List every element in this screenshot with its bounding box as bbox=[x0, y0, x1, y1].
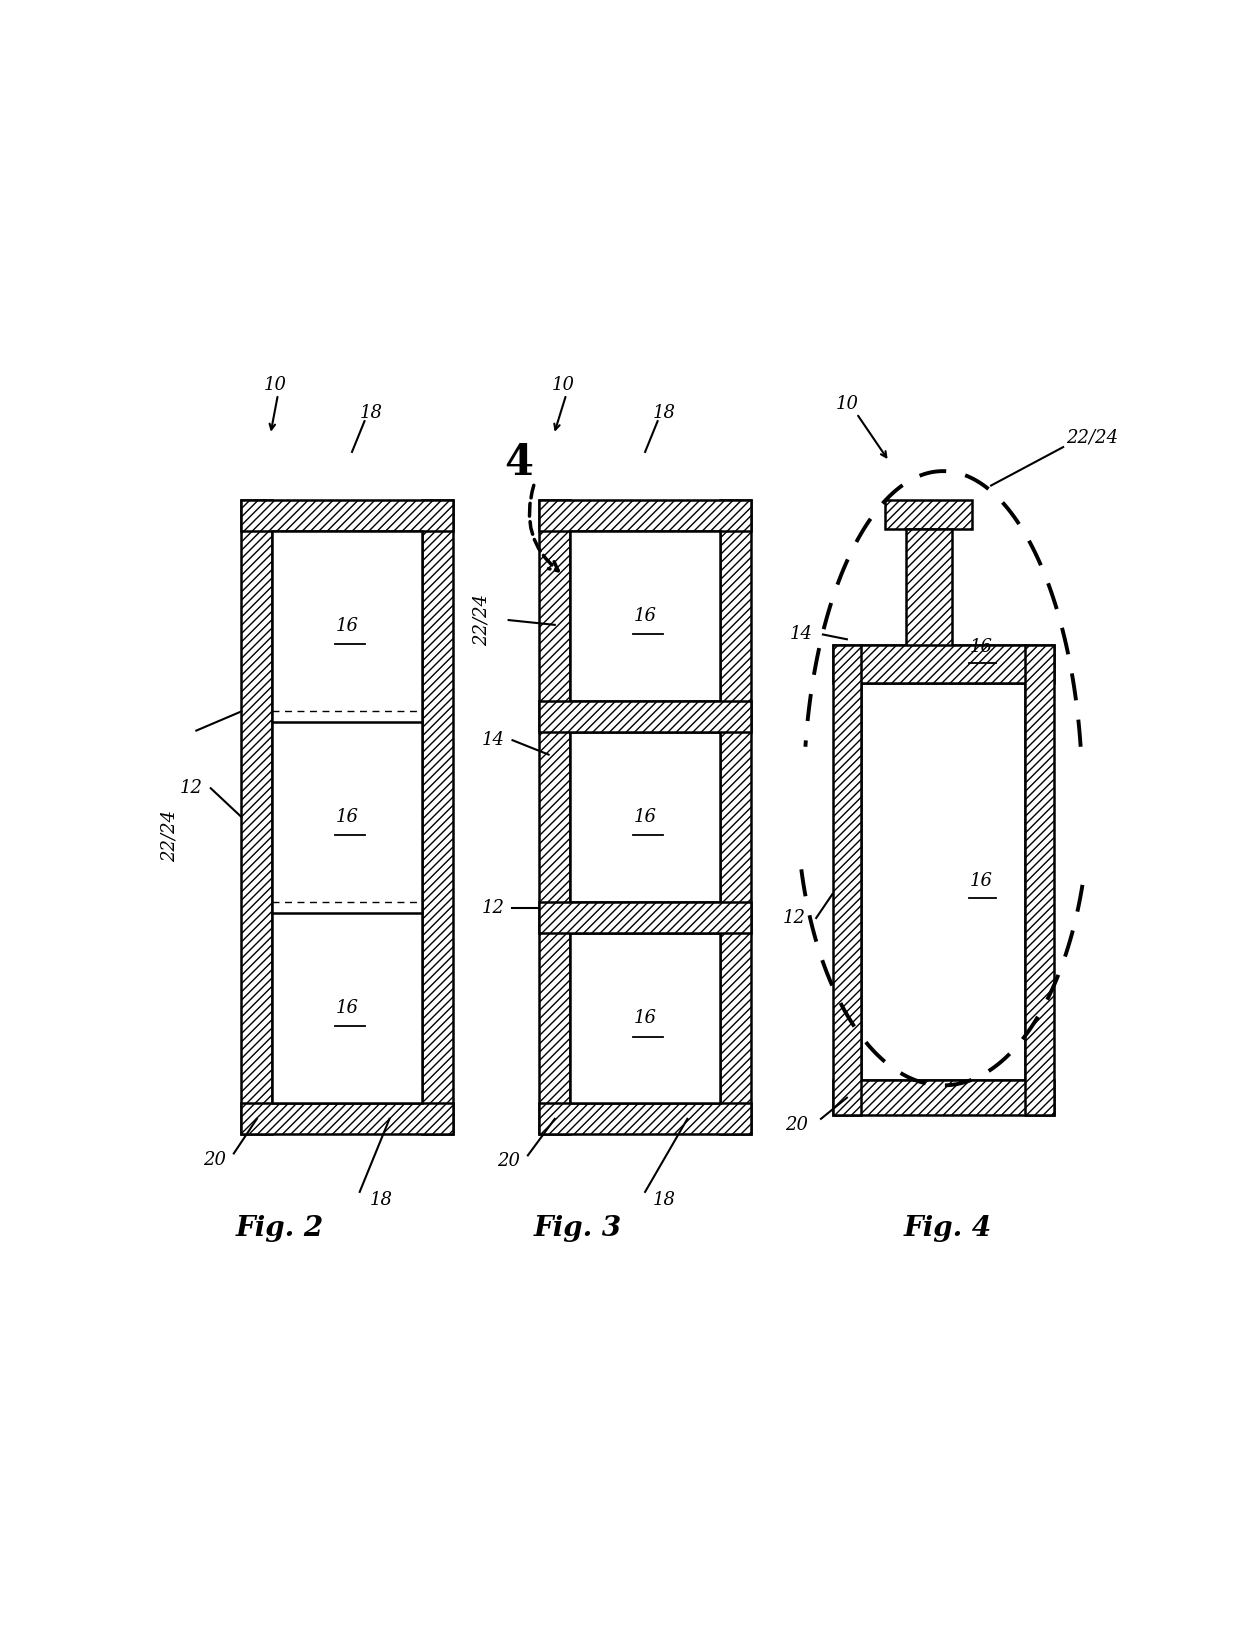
Text: 16: 16 bbox=[336, 999, 358, 1017]
Text: 22/24: 22/24 bbox=[160, 810, 179, 863]
Bar bbox=[242, 499, 453, 530]
Text: 20: 20 bbox=[785, 1115, 808, 1133]
Text: 10: 10 bbox=[552, 375, 575, 393]
Bar bbox=[862, 645, 1024, 648]
Text: 18: 18 bbox=[652, 1190, 676, 1208]
Text: 18: 18 bbox=[360, 404, 383, 422]
Text: 14: 14 bbox=[790, 625, 812, 643]
Bar bbox=[885, 499, 972, 529]
Bar bbox=[273, 530, 422, 1103]
Text: 22/24: 22/24 bbox=[472, 594, 491, 647]
Text: 16: 16 bbox=[634, 809, 657, 827]
Text: 22/24: 22/24 bbox=[1066, 429, 1118, 447]
Bar bbox=[1024, 645, 1054, 1115]
Text: 12: 12 bbox=[180, 779, 203, 797]
Text: 10: 10 bbox=[264, 375, 286, 393]
Bar bbox=[422, 499, 453, 1134]
FancyArrowPatch shape bbox=[529, 485, 558, 571]
Bar bbox=[905, 529, 951, 648]
Bar bbox=[832, 645, 862, 1115]
Text: 16: 16 bbox=[634, 1010, 657, 1028]
Bar bbox=[832, 1080, 1054, 1115]
Bar bbox=[539, 499, 751, 530]
Bar bbox=[242, 1103, 453, 1134]
Text: 16: 16 bbox=[336, 809, 358, 827]
Text: 16: 16 bbox=[634, 607, 657, 625]
Text: 10: 10 bbox=[836, 395, 858, 413]
Bar bbox=[570, 530, 720, 701]
Text: Fig. 3: Fig. 3 bbox=[533, 1215, 622, 1242]
Text: 4: 4 bbox=[503, 442, 533, 485]
Bar bbox=[242, 499, 273, 1134]
Bar bbox=[832, 645, 1054, 683]
Text: 16: 16 bbox=[970, 873, 993, 891]
Bar bbox=[539, 1103, 751, 1134]
Bar bbox=[539, 499, 570, 1134]
Text: 14: 14 bbox=[482, 732, 505, 750]
Text: 20: 20 bbox=[497, 1152, 520, 1170]
Text: 20: 20 bbox=[203, 1151, 226, 1169]
Bar bbox=[570, 933, 720, 1103]
Bar bbox=[570, 732, 720, 902]
Text: Fig. 2: Fig. 2 bbox=[236, 1215, 324, 1242]
Text: 16: 16 bbox=[336, 617, 358, 635]
Bar bbox=[720, 499, 751, 1134]
Text: Fig. 4: Fig. 4 bbox=[904, 1215, 992, 1242]
Text: 18: 18 bbox=[370, 1190, 392, 1208]
Text: 16: 16 bbox=[970, 638, 993, 656]
Bar bbox=[539, 902, 751, 933]
Text: 12: 12 bbox=[782, 909, 806, 927]
Bar bbox=[539, 701, 751, 732]
Text: 18: 18 bbox=[652, 404, 676, 422]
Bar bbox=[862, 683, 1024, 1080]
Text: 12: 12 bbox=[482, 899, 505, 917]
